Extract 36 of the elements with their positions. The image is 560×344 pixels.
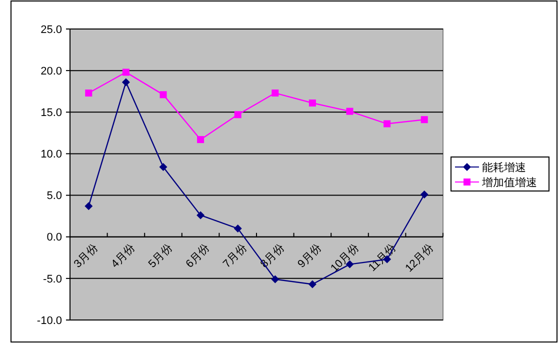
point bbox=[271, 275, 280, 284]
point bbox=[85, 90, 92, 97]
y-tick-label: 20.0 bbox=[40, 65, 62, 78]
point bbox=[160, 91, 167, 98]
point bbox=[196, 211, 205, 220]
point bbox=[346, 108, 354, 115]
x-tick-label: 9月份 bbox=[296, 242, 324, 270]
point bbox=[122, 78, 130, 86]
y-tick-label: -10.0 bbox=[36, 314, 62, 327]
x-tick-label: 7月份 bbox=[221, 242, 250, 270]
point bbox=[420, 116, 428, 124]
point bbox=[234, 111, 242, 118]
point bbox=[272, 90, 279, 97]
x-tick-label: 4月份 bbox=[109, 242, 138, 270]
point bbox=[122, 68, 130, 76]
x-tick-label: 10月份 bbox=[328, 242, 362, 275]
y-tick-label: -5.0 bbox=[43, 273, 62, 286]
point bbox=[159, 163, 168, 172]
x-tick-label: 5月份 bbox=[146, 242, 175, 270]
y-tick-label: 25.0 bbox=[40, 24, 62, 36]
legend-label: 增加值增速 bbox=[481, 176, 537, 189]
legend-label: 能耗增速 bbox=[482, 160, 526, 174]
point bbox=[384, 120, 391, 128]
y-tick-label: 0.0 bbox=[46, 232, 62, 244]
point bbox=[84, 202, 93, 210]
y-tick-label: 5.0 bbox=[46, 190, 62, 202]
point bbox=[308, 280, 316, 288]
point bbox=[420, 190, 428, 198]
point bbox=[308, 99, 316, 106]
y-tick-label: 10.0 bbox=[40, 148, 62, 161]
x-tick-label: 12月份 bbox=[403, 242, 436, 275]
point bbox=[234, 224, 242, 233]
y-tick-label: 15.0 bbox=[40, 106, 62, 119]
point bbox=[197, 136, 204, 144]
x-tick-label: 3月份 bbox=[72, 242, 100, 270]
x-tick-label: 6月份 bbox=[184, 242, 212, 270]
